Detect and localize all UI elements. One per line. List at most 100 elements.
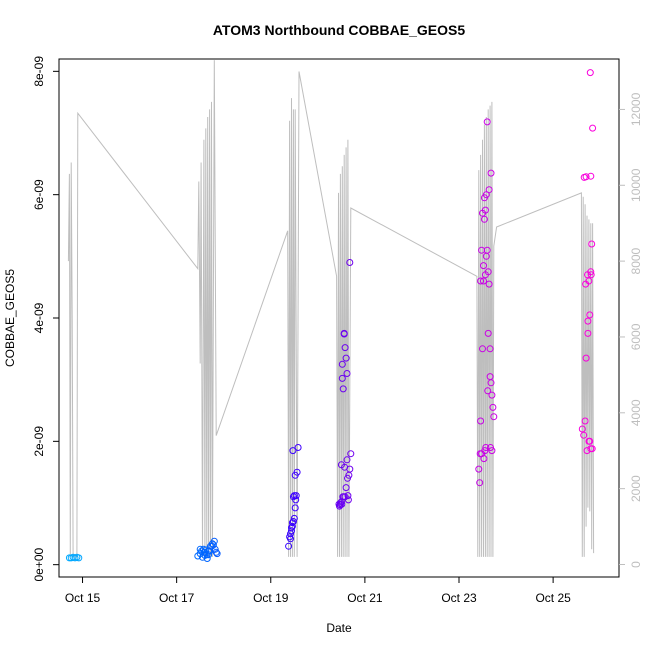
data-point [294,444,302,451]
data-point [589,124,597,132]
data-point [340,330,348,338]
data-point [347,450,355,458]
data-point [344,474,351,482]
data-point [490,413,498,421]
data-point [338,500,346,508]
y2-tick-label: 8000 [629,247,643,274]
data-point [486,345,494,353]
data-point [483,118,491,126]
data-point [213,550,221,558]
data-point [586,311,594,319]
data-point [203,555,211,562]
data-point [584,317,592,325]
data-point [194,552,202,560]
chart-title: ATOM3 Northbound COBBAE_GEOS5 [213,22,465,38]
data-point [580,431,588,439]
data-point [338,360,346,368]
x-tick-label: Oct 21 [347,591,383,605]
point-series [65,69,597,562]
data-point [342,484,350,492]
data-point [341,463,349,471]
data-point [292,496,300,504]
data-point [487,169,495,177]
x-tick-label: Oct 23 [441,591,477,605]
data-point [479,345,486,353]
data-point [486,373,494,381]
data-point [336,502,343,510]
data-point [488,391,496,399]
data-point [291,504,299,512]
y2-tick-label: 6000 [629,323,643,350]
data-point [342,354,350,362]
data-point [480,194,488,202]
y-tick-label: 6e-09 [32,179,46,210]
data-point [485,280,493,288]
y2-tick-label: 4000 [629,399,643,426]
data-point [346,259,354,266]
y2-tick-label: 12000 [629,92,643,126]
x-tick-label: Oct 19 [253,591,289,605]
data-point [478,246,486,254]
data-point [480,277,487,285]
data-point [581,417,589,425]
data-point [584,271,591,279]
y2-tick-label: 2000 [629,475,643,502]
data-point [290,514,298,522]
axes: Oct 15 Oct 17 Oct 19 Oct 21 Oct 23 Oct 25 0e+0… [32,56,643,605]
data-point [485,186,493,194]
data-point [484,387,492,395]
data-point [479,209,486,217]
data-point [582,173,590,181]
y-axis-label: COBBAE_GEOS5 [3,269,17,367]
data-point [587,271,595,279]
data-point [288,524,295,532]
data-point [476,479,484,487]
data-point [487,444,494,451]
data-point [587,172,595,180]
data-point [211,545,219,553]
data-point [338,374,346,382]
data-point [585,437,593,445]
data-point [289,518,297,525]
data-point [582,280,590,288]
data-point [482,444,490,451]
data-point [481,447,489,455]
data-point [288,527,295,535]
data-point [339,385,347,393]
data-point [287,535,294,543]
data-point [289,447,297,455]
data-point [482,252,490,260]
data-point [582,354,590,362]
data-point [584,329,592,337]
data-point [285,542,293,550]
data-point [290,492,298,500]
x-tick-label: Oct 17 [159,591,195,605]
x-tick-label: Oct 15 [65,591,101,605]
data-point [343,456,351,464]
data-point [339,493,347,501]
data-point [588,445,596,453]
data-point [475,465,483,473]
y-tick-label: 0e+00 [32,547,46,581]
data-point [336,499,344,507]
trace-line [67,60,595,558]
data-point [341,493,349,501]
data-point [480,262,487,270]
x-axis-label: Date [326,621,352,635]
data-point [343,370,351,377]
line-series [67,60,595,558]
data-point [288,522,296,530]
data-point [477,277,485,285]
data-point [484,329,492,337]
y-tick-label: 8e-09 [32,56,46,87]
data-point [477,417,485,425]
data-point [476,450,484,458]
data-point [291,471,299,479]
data-point [481,271,489,279]
data-point [489,403,497,411]
data-point [480,455,488,463]
data-point [288,519,296,527]
y-tick-label: 2e-09 [32,426,46,457]
